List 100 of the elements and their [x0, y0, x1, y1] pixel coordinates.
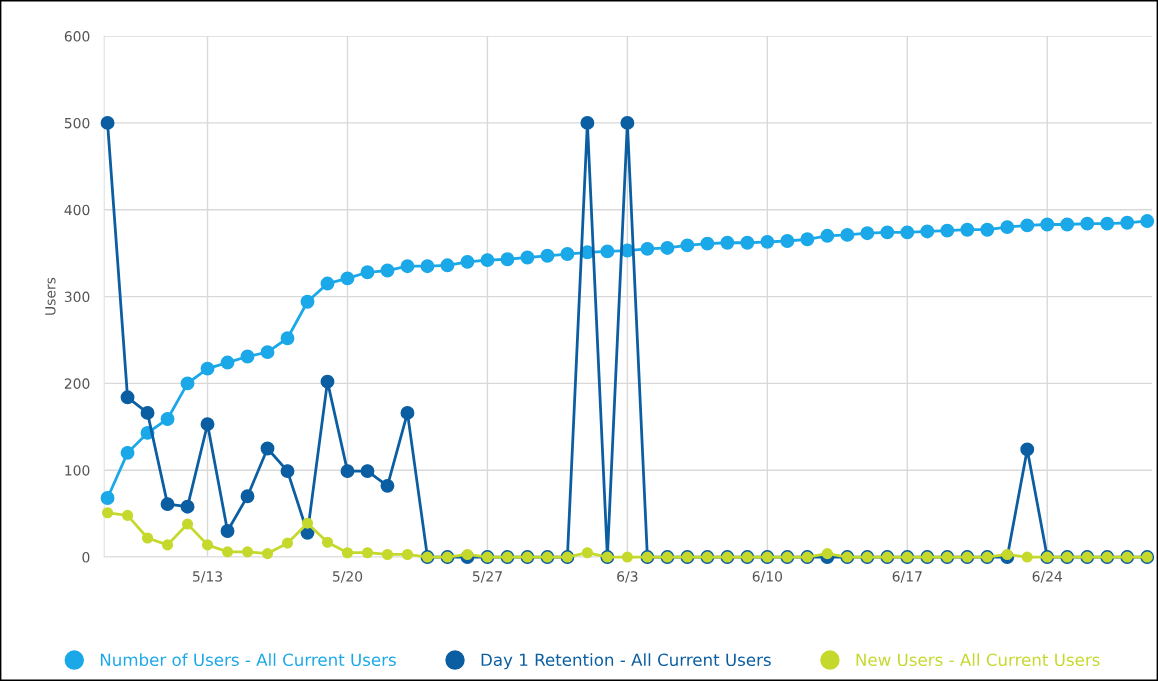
point — [240, 349, 255, 364]
point — [1100, 216, 1115, 231]
point — [500, 252, 515, 267]
point — [600, 244, 615, 259]
point — [381, 548, 394, 561]
point — [360, 464, 375, 479]
point — [821, 548, 833, 560]
point — [261, 548, 274, 560]
x-tick-label: 5/27 — [472, 571, 502, 583]
y-tick-label: 0 — [82, 552, 90, 563]
point — [141, 532, 154, 544]
point — [120, 445, 135, 460]
point — [760, 234, 775, 249]
y-tick-label: 300 — [64, 291, 90, 303]
x-tick-label: 6/17 — [892, 571, 922, 583]
point — [580, 115, 595, 130]
point — [281, 537, 294, 549]
point — [340, 464, 355, 479]
point — [121, 509, 134, 521]
point — [100, 491, 115, 505]
point — [1040, 217, 1055, 232]
point — [380, 478, 395, 493]
x-tick-label: 6/10 — [752, 571, 783, 583]
point — [420, 259, 435, 274]
point — [280, 464, 295, 479]
point — [201, 539, 214, 551]
point — [241, 546, 254, 558]
point — [320, 276, 335, 291]
point — [301, 517, 314, 529]
point — [181, 518, 194, 530]
point — [200, 417, 215, 432]
y-tick-label: 100 — [65, 465, 90, 476]
point — [360, 265, 375, 280]
point — [980, 222, 995, 237]
point — [401, 548, 414, 561]
point — [1120, 215, 1135, 230]
y-tick-label: 600 — [64, 31, 90, 42]
point — [800, 232, 815, 247]
point — [700, 236, 715, 251]
point — [480, 253, 495, 268]
point — [640, 241, 655, 256]
point — [220, 524, 235, 538]
point — [1020, 442, 1035, 457]
x-tick-label: 6/3 — [617, 571, 638, 583]
point — [1060, 217, 1075, 232]
x-tick-label: 5/20 — [332, 571, 363, 583]
point — [860, 226, 875, 241]
point — [581, 547, 593, 559]
point — [960, 222, 975, 237]
point — [1080, 216, 1095, 231]
point — [321, 536, 334, 548]
point — [400, 259, 415, 274]
point — [101, 507, 114, 519]
point — [780, 234, 795, 248]
point — [900, 225, 915, 240]
point — [520, 250, 535, 265]
y-axis-title: Users — [45, 277, 56, 315]
point — [280, 331, 295, 346]
legend-label: New Users - All Current Users — [856, 653, 1100, 667]
point — [161, 539, 174, 551]
point — [540, 248, 555, 263]
point — [341, 547, 354, 559]
point — [180, 376, 195, 391]
point — [260, 441, 275, 456]
y-tick-label: 400 — [64, 204, 90, 216]
point — [140, 405, 155, 420]
point — [380, 263, 395, 278]
point — [221, 546, 234, 558]
point — [240, 489, 255, 504]
point — [620, 115, 635, 130]
point — [460, 254, 475, 269]
point — [720, 235, 735, 250]
point — [220, 355, 235, 370]
point — [300, 294, 315, 309]
point — [560, 247, 575, 261]
point — [200, 361, 215, 376]
point — [880, 225, 895, 240]
point — [920, 224, 935, 239]
point — [180, 499, 195, 514]
point — [340, 271, 355, 286]
point — [320, 374, 335, 389]
legend-label: Day 1 Retention - All Current Users — [481, 653, 771, 670]
legend-label: Number of Users - All Current Users — [100, 653, 396, 667]
point — [400, 405, 415, 420]
point — [660, 241, 675, 255]
point — [160, 412, 175, 426]
point — [840, 227, 855, 242]
point — [940, 223, 955, 238]
y-tick-label: 200 — [64, 378, 90, 389]
point — [361, 547, 374, 559]
point — [100, 115, 115, 130]
point — [820, 228, 835, 243]
point — [621, 551, 633, 563]
point — [1140, 214, 1155, 228]
point — [740, 235, 755, 250]
point — [260, 345, 275, 360]
point — [1000, 220, 1015, 235]
point — [120, 390, 135, 405]
point — [1021, 551, 1033, 563]
y-tick-label: 500 — [64, 117, 90, 129]
